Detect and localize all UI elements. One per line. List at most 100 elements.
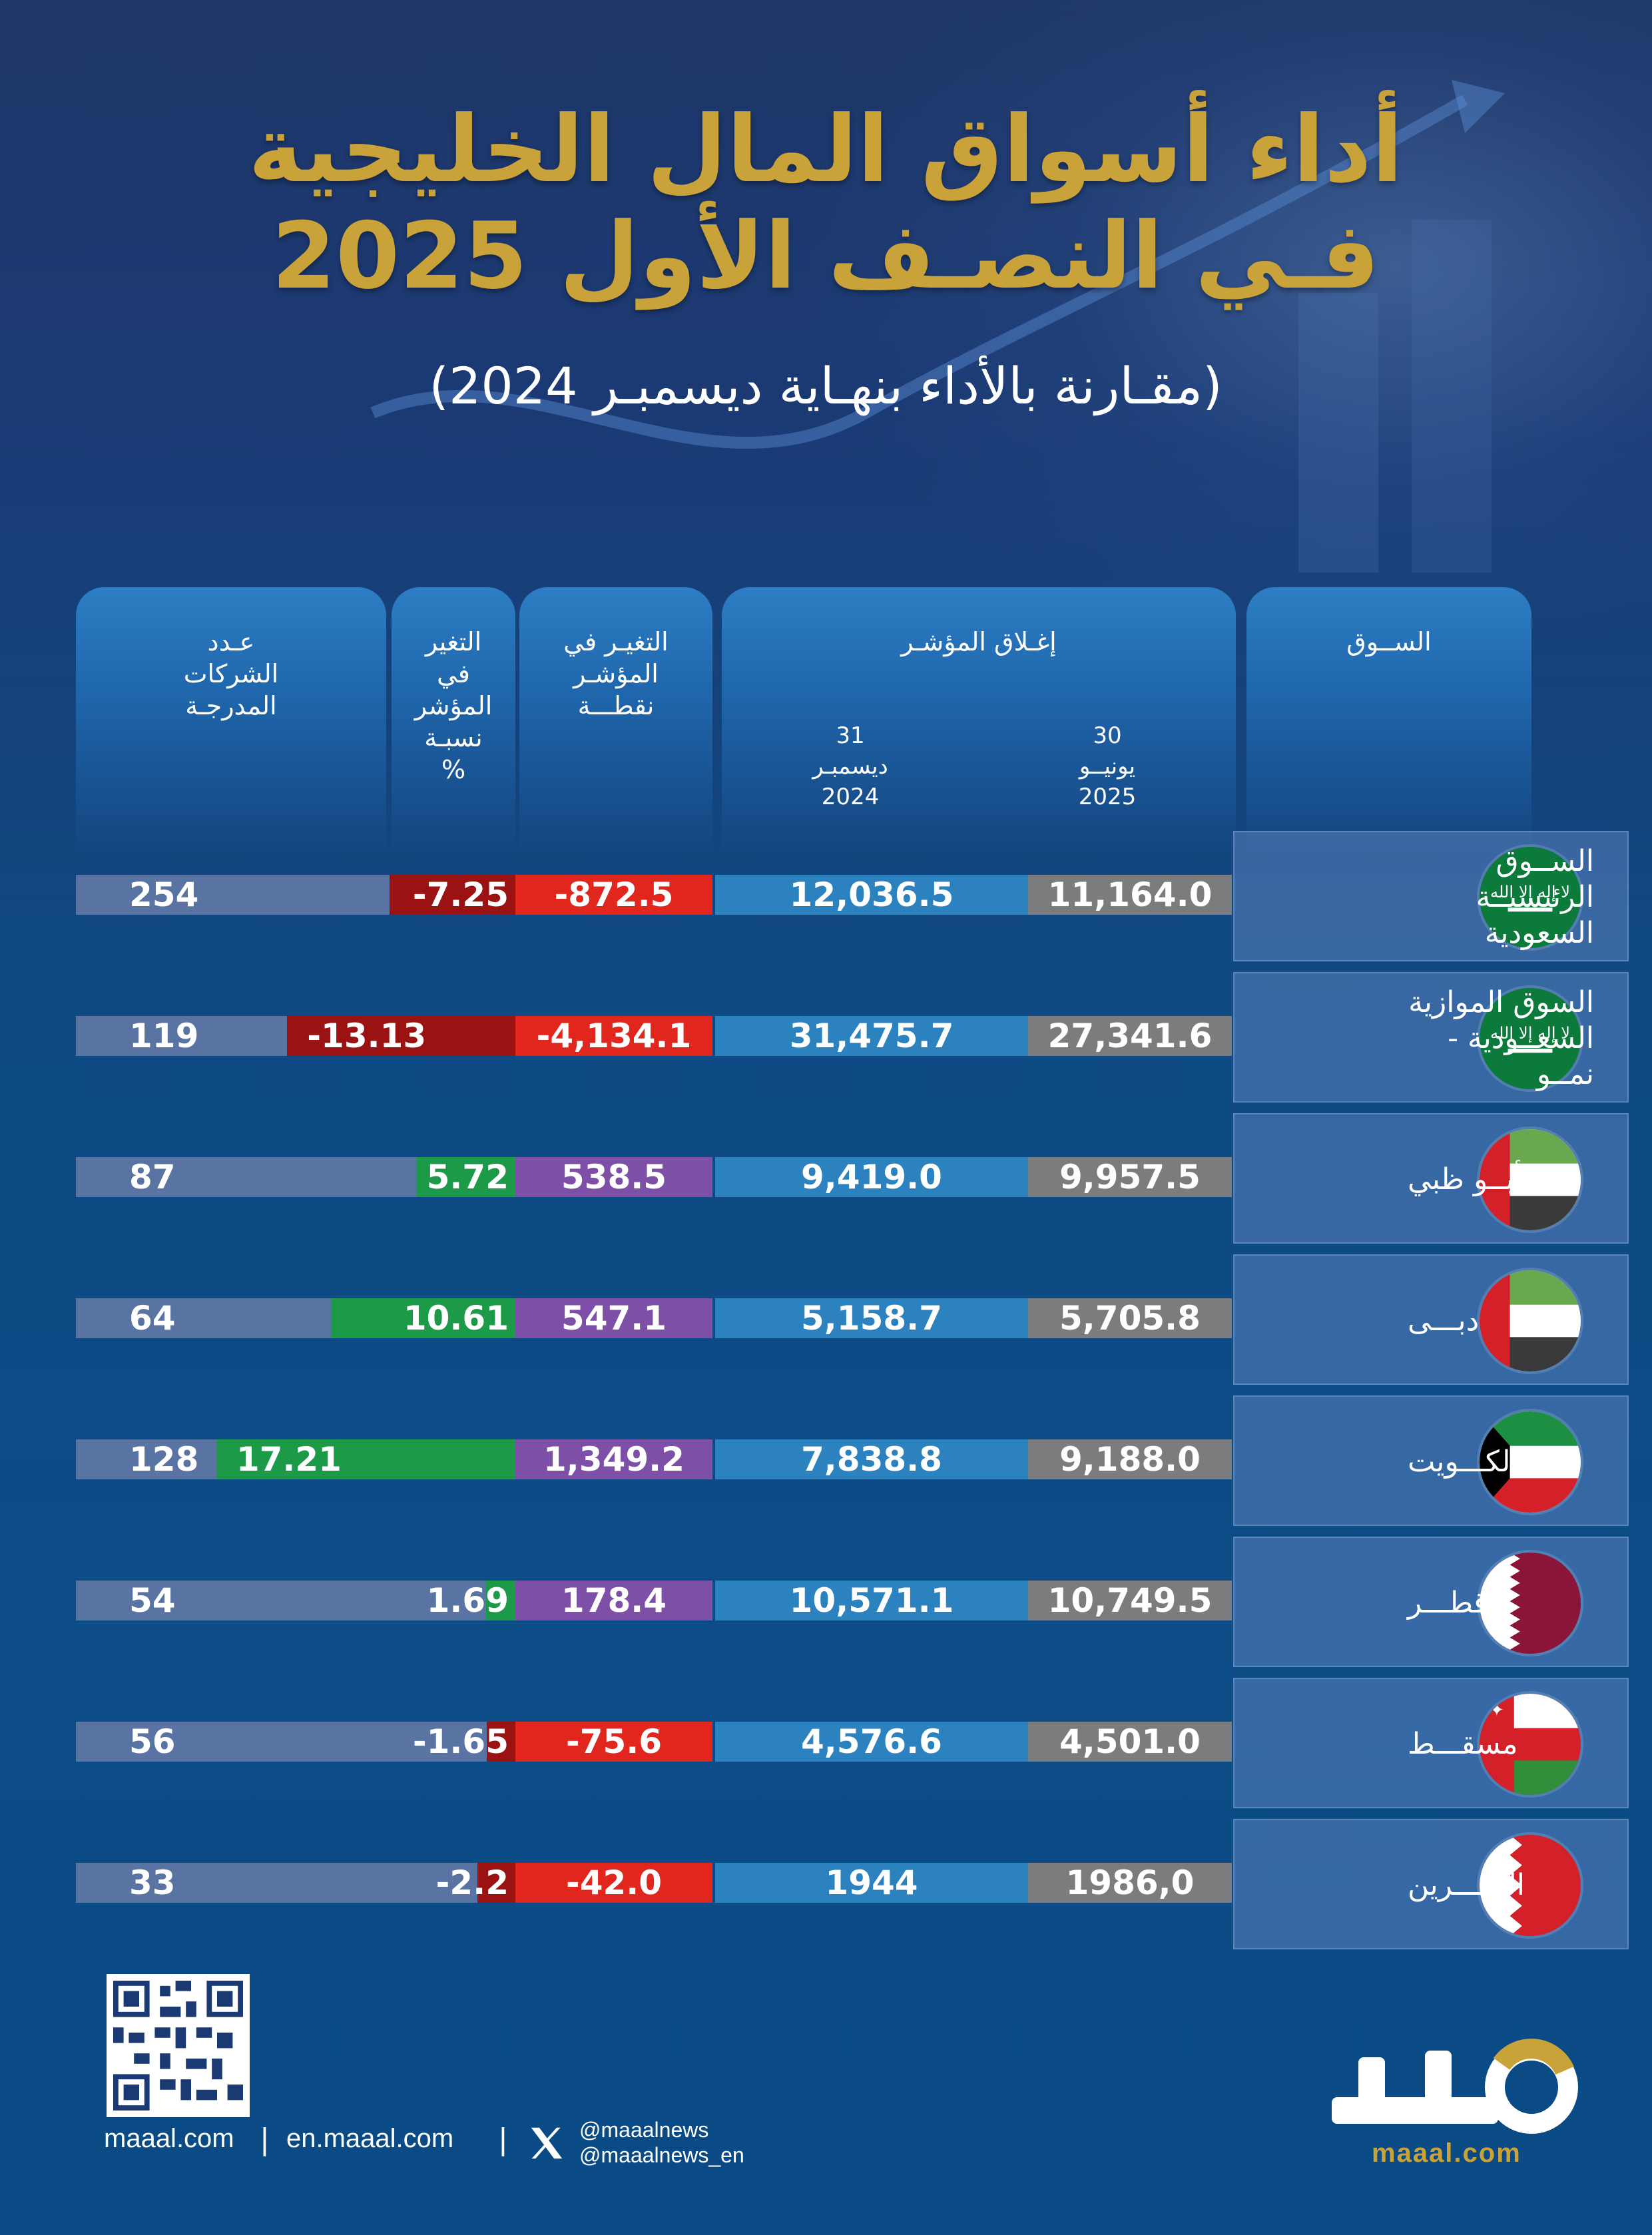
market-cell: قطـــر <box>1233 1537 1629 1667</box>
header-companies-label: عـدد الشركات المدرجـة <box>183 627 279 720</box>
companies-value: 119 <box>129 1017 199 1055</box>
social-handle-2[interactable]: @maaalnews_en <box>579 2143 744 2167</box>
change-pct-value: 1.69 <box>426 1581 509 1620</box>
close-dec-value: 1944 <box>715 1863 1028 1903</box>
page-title-line-2: فـي النصـف الأول 2025 <box>272 202 1380 310</box>
companies-value: 64 <box>129 1299 176 1338</box>
market-name: دبـــى <box>1408 1304 1480 1338</box>
market-cell: لا إله إلا الله الســوق الرئيسيــة السعود… <box>1233 831 1629 961</box>
close-jun-value: 11,164.0 <box>1028 875 1232 915</box>
page-title-line-1: أداء أسواق المال الخليجية <box>248 96 1404 203</box>
change-pct-value: 5.72 <box>426 1158 509 1196</box>
header-change-points: التغيـر في المؤشـر نقطـــة <box>519 587 712 854</box>
header-change-pct: التغير في المؤشر نسبـة % <box>392 587 515 854</box>
uae-flag-icon <box>1477 1268 1583 1374</box>
svg-text:لا إله إلا الله: لا إله إلا الله <box>1490 882 1570 902</box>
close-dec-value: 31,475.7 <box>715 1016 1028 1056</box>
close-dec-value: 5,158.7 <box>715 1298 1028 1338</box>
header-close: إغـلاق المؤشـر 30 يونيــو 2025 31 ديسمبـ… <box>722 587 1236 854</box>
change-pct-bar <box>216 1439 515 1479</box>
bahrain-flag-icon <box>1477 1832 1583 1939</box>
change-points-value: -4,134.1 <box>515 1016 712 1056</box>
market-name: الســوق الرئيسيــة السعودية <box>1476 844 1594 950</box>
change-pct-bar <box>331 1298 515 1338</box>
qatar-flag-icon <box>1477 1550 1583 1656</box>
maaal-logo <box>1332 2039 1578 2134</box>
change-points-value: 178.4 <box>515 1581 712 1620</box>
background-glow <box>799 0 1652 666</box>
footer-separator: | <box>260 2122 270 2156</box>
market-cell: دبـــى <box>1233 1254 1629 1385</box>
change-pct-value: 17.21 <box>236 1440 342 1479</box>
qr-code-icon <box>107 1974 250 2117</box>
footer-site-link[interactable]: maaal.com <box>104 2124 234 2153</box>
header-close-dec: 31 ديسمبـر 2024 <box>812 722 888 810</box>
market-cell: لا إله إلا الله السوق الموازية السعــودية… <box>1233 972 1629 1103</box>
footer-separator: | <box>498 2122 508 2156</box>
x-logo-icon <box>531 2127 563 2159</box>
svg-text:لا إله إلا الله: لا إله إلا الله <box>1490 1023 1570 1043</box>
change-points-value: -75.6 <box>515 1722 712 1762</box>
change-pct-bar <box>287 1016 515 1056</box>
change-pct-bar <box>389 875 515 915</box>
market-name: قطـــر <box>1408 1586 1488 1620</box>
market-cell: الكـــويت <box>1233 1395 1629 1526</box>
companies-strip: 56 <box>76 1722 515 1762</box>
header-market: الســوق <box>1246 587 1531 854</box>
change-pct-bar <box>477 1863 515 1903</box>
change-pct-bar <box>485 1581 515 1620</box>
companies-value: 128 <box>129 1440 199 1479</box>
header-companies: عـدد الشركات المدرجـة <box>76 587 386 854</box>
companies-value: 33 <box>129 1863 176 1902</box>
header-change-points-label: التغيـر في المؤشـر نقطـــة <box>563 627 669 720</box>
footer-site-en-link[interactable]: en.maaal.com <box>286 2124 454 2153</box>
close-jun-value: 27,341.6 <box>1028 1016 1232 1056</box>
saudi-flag-icon: لا إله إلا الله <box>1477 985 1583 1092</box>
companies-value: 56 <box>129 1722 176 1761</box>
close-dec-value: 9,419.0 <box>715 1157 1028 1197</box>
close-dec-value: 7,838.8 <box>715 1439 1028 1479</box>
change-pct-value: -2.2 <box>435 1863 509 1902</box>
header-close-label: إغـلاق المؤشـر <box>901 627 1057 656</box>
close-jun-value: 5,705.8 <box>1028 1298 1232 1338</box>
companies-value: 254 <box>129 875 199 914</box>
market-name: البحـــرين <box>1408 1868 1525 1902</box>
market-name: الكـــويت <box>1408 1445 1519 1479</box>
change-points-value: 1,349.2 <box>515 1439 712 1479</box>
close-jun-value: 4,501.0 <box>1028 1722 1232 1762</box>
market-name: السوق الموازية السعــودية - نمــو <box>1408 985 1594 1091</box>
market-name: مسقـــط <box>1408 1727 1518 1761</box>
change-pct-value: -7.25 <box>412 875 509 914</box>
header-close-jun: 30 يونيــو 2025 <box>1078 722 1137 810</box>
companies-value: 54 <box>129 1581 176 1620</box>
close-dec-value: 4,576.6 <box>715 1722 1028 1762</box>
change-pct-bar <box>415 1157 515 1197</box>
uae-flag-icon <box>1477 1126 1583 1233</box>
change-pct-value: -1.65 <box>412 1722 509 1761</box>
market-cell: البحـــرين <box>1233 1819 1629 1949</box>
rising-arrow-decoration <box>370 80 1505 573</box>
change-points-value: 547.1 <box>515 1298 712 1338</box>
close-jun-value: 1986,0 <box>1028 1863 1232 1903</box>
change-pct-value: 10.61 <box>403 1299 509 1338</box>
change-points-value: -42.0 <box>515 1863 712 1903</box>
social-handles[interactable]: @maaalnews @maaalnews_en <box>579 2117 744 2168</box>
market-cell: أبــو ظبي <box>1233 1113 1629 1244</box>
change-points-value: 538.5 <box>515 1157 712 1197</box>
social-handle-1[interactable]: @maaalnews <box>579 2118 709 2142</box>
companies-value: 87 <box>129 1158 176 1196</box>
close-dec-value: 10,571.1 <box>715 1581 1028 1620</box>
logo-url: maaal.com <box>1372 2138 1521 2168</box>
change-pct-value: -13.13 <box>307 1017 427 1055</box>
close-dec-value: 12,036.5 <box>715 875 1028 915</box>
close-jun-value: 9,188.0 <box>1028 1439 1232 1479</box>
market-cell: ✦ مسقـــط <box>1233 1678 1629 1808</box>
close-jun-value: 9,957.5 <box>1028 1157 1232 1197</box>
saudi-flag-icon: لا إله إلا الله <box>1477 844 1583 951</box>
header-change-pct-label: التغير في المؤشر نسبـة % <box>414 627 493 784</box>
change-pct-bar <box>486 1722 515 1762</box>
market-name: أبــو ظبي <box>1408 1162 1522 1196</box>
header-market-label: الســوق <box>1346 627 1432 656</box>
change-points-value: -872.5 <box>515 875 712 915</box>
page-subtitle: (مقـارنة بالأداء بنهـاية ديسمبـر 2024) <box>429 356 1223 415</box>
